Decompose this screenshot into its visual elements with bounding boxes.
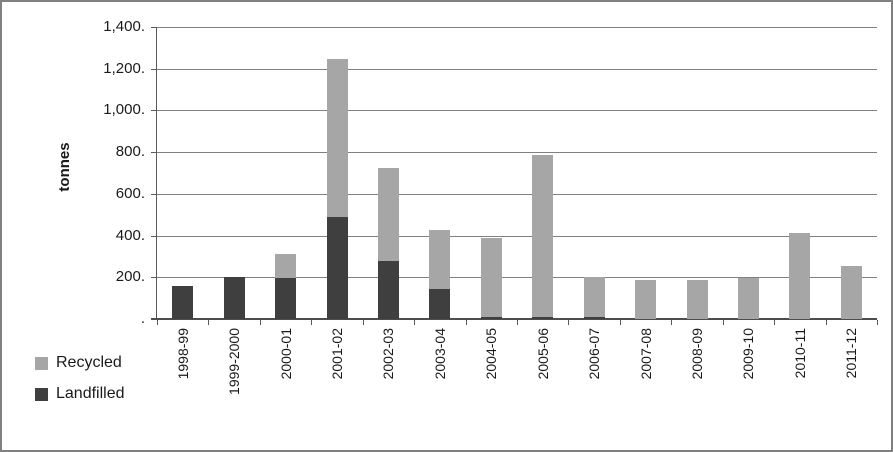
legend-label: Recycled (56, 354, 122, 371)
x-tick-label: 2008-09 (689, 328, 705, 380)
bar-segment-landfilled-2003-04 (429, 288, 451, 319)
x-axis-tick (517, 320, 518, 325)
x-tick-label: 2010-11 (791, 328, 808, 379)
bar-segment-recycled-2000-01 (275, 254, 297, 279)
x-axis-tick (414, 320, 416, 325)
bar-segment-recycled-2001-02 (326, 59, 348, 217)
x-tick-label: 2001-02 (329, 328, 345, 380)
x-axis-tick (671, 320, 673, 325)
y-tick-label: 800. (115, 143, 145, 161)
y-axis-tick (151, 152, 157, 154)
y-tick-label: 200. (115, 268, 145, 286)
y-tick-label: 1,400. (103, 18, 145, 35)
bar-segment-recycled-2009-10 (737, 278, 759, 319)
bar-segment-landfilled-2005-06 (532, 316, 554, 319)
bar-segment-landfilled-2006-07 (583, 316, 605, 319)
gridline (157, 27, 877, 28)
bar-segment-recycled-2007-08 (635, 280, 657, 319)
y-axis-tick (151, 27, 157, 28)
x-tick-label: 1998-99 (174, 328, 191, 380)
gridline (157, 235, 877, 237)
x-tick-label: 1999-2000 (226, 328, 243, 395)
x-axis-tick (208, 320, 210, 325)
x-tick-label: 2000-01 (277, 328, 294, 380)
x-axis-tick (568, 320, 570, 325)
bar-segment-landfilled-2002-03 (377, 260, 399, 319)
x-axis-line (151, 318, 877, 320)
x-tick-label: 2005-06 (534, 328, 551, 380)
y-tick-label: . (140, 310, 145, 327)
y-axis-tick (151, 277, 157, 279)
y-tick-label: 600. (115, 184, 145, 202)
x-axis-tick (774, 320, 776, 325)
gridline (157, 110, 877, 112)
legend-item-recycled: Recycled (35, 354, 125, 372)
x-tick-label: 2003-04 (431, 328, 448, 380)
y-tick-label: 1,000. (103, 101, 145, 119)
x-tick-label: 2009-10 (740, 328, 757, 380)
gridline (157, 193, 877, 195)
bar-segment-landfilled-2000-01 (275, 278, 297, 319)
y-tick-label: 400. (115, 226, 145, 244)
y-axis-line (156, 27, 157, 319)
legend-item-landfilled: Landfilled (35, 385, 125, 403)
x-tick-label: 2007-08 (637, 328, 654, 380)
bar-segment-recycled-2006-07 (583, 277, 605, 317)
gridline (157, 277, 877, 279)
x-axis-tick (619, 320, 621, 325)
x-axis-tick (259, 320, 261, 325)
y-axis-tick (151, 68, 157, 70)
x-axis-tick (722, 320, 724, 325)
gridline (157, 68, 877, 70)
y-axis-tick (151, 110, 157, 112)
bar-segment-recycled-2004-05 (480, 237, 502, 317)
legend-swatch-recycled (35, 356, 48, 370)
x-tick-label: 2002-03 (380, 328, 397, 380)
bar-segment-landfilled-1998-99 (172, 285, 194, 319)
x-axis-tick (157, 320, 158, 325)
bar-segment-recycled-2011-12 (840, 265, 862, 319)
y-axis-tick (151, 235, 157, 237)
bar-segment-landfilled-1999-2000 (223, 277, 245, 319)
bar-segment-landfilled-2004-05 (480, 316, 502, 319)
bar-segment-recycled-2010-11 (789, 233, 811, 319)
bar-segment-recycled-2002-03 (377, 167, 399, 261)
bar-segment-recycled-2003-04 (429, 230, 451, 289)
x-tick-label: 2006-07 (586, 328, 603, 380)
legend-label: Landfilled (56, 385, 125, 402)
gridline (157, 152, 877, 154)
x-tick-label: 2011-12 (843, 328, 860, 379)
x-axis-tick (825, 320, 827, 325)
bar-segment-landfilled-2001-02 (326, 216, 348, 319)
x-axis-tick (465, 320, 467, 325)
bar-segment-recycled-2005-06 (532, 155, 554, 317)
x-axis-tick (877, 320, 878, 325)
chart-legend: Recycled Landfilled (35, 354, 125, 416)
y-tick-label: 1,200. (103, 59, 145, 77)
x-axis-tick (311, 320, 313, 325)
x-tick-label: 2004-05 (483, 328, 500, 380)
y-axis-tick (151, 193, 157, 195)
x-axis-tick (362, 320, 364, 325)
legend-swatch-landfilled (35, 387, 48, 401)
bar-segment-recycled-2008-09 (686, 280, 708, 319)
